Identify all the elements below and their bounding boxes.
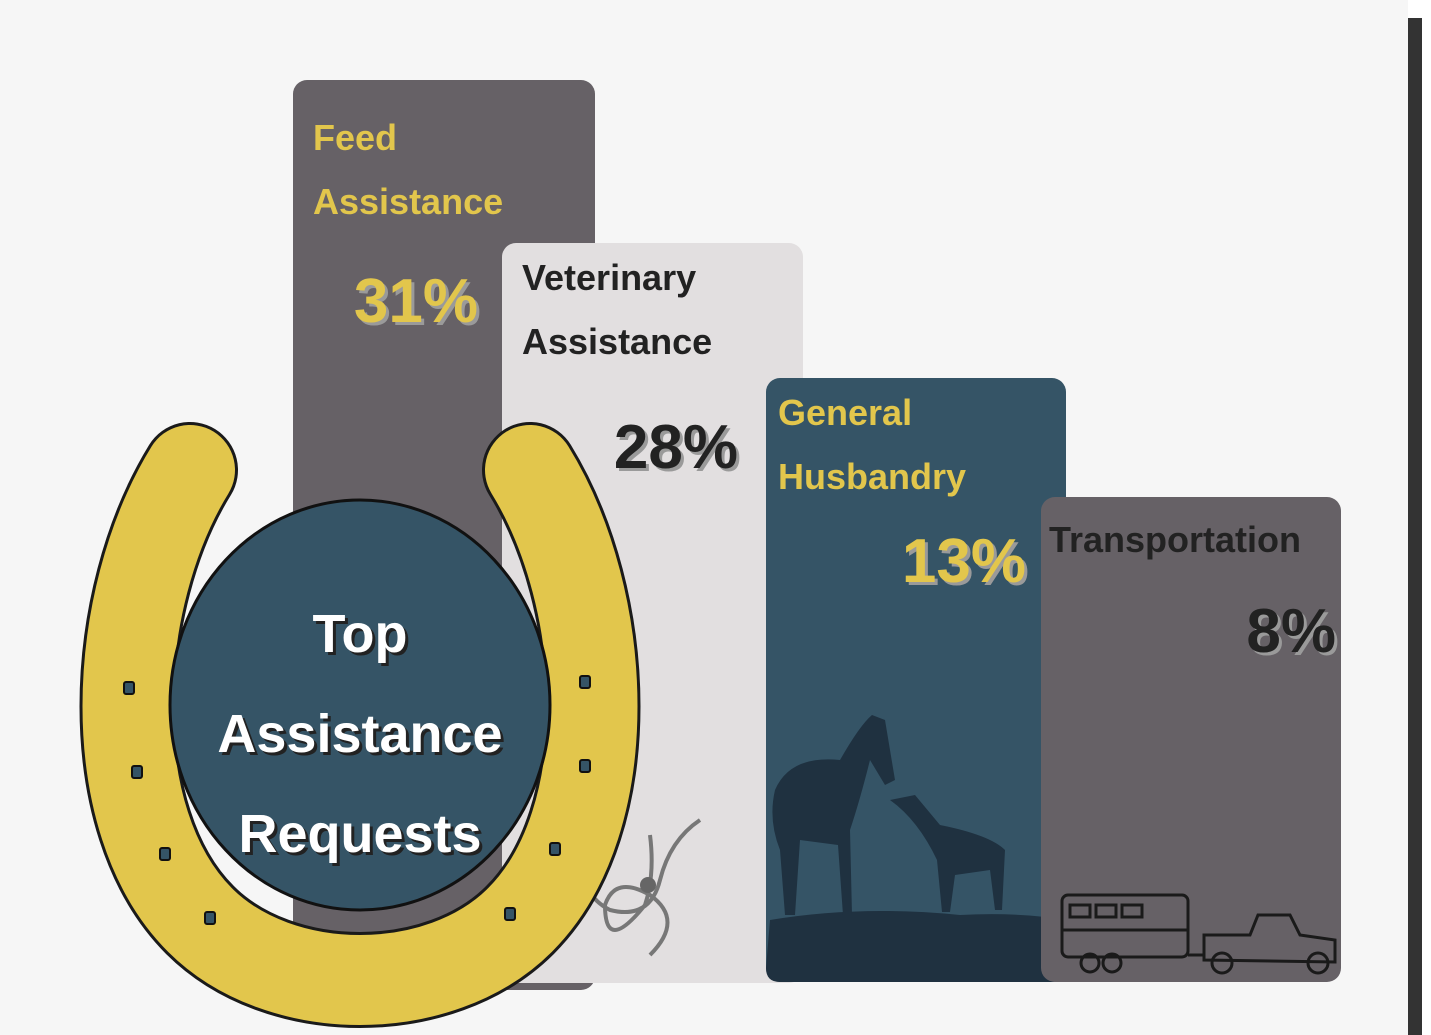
item-value: 8%	[1246, 597, 1336, 666]
nail-holes	[123, 675, 591, 925]
horse-silhouette	[772, 715, 895, 915]
item-value: 28%	[614, 413, 738, 482]
item-value: 31%	[354, 267, 478, 336]
item-label: Assistance	[313, 181, 503, 222]
stethoscope-head	[640, 877, 656, 893]
title-line: Assistance	[217, 704, 502, 764]
title-circle	[168, 498, 552, 912]
item-label: Veterinary	[522, 257, 696, 298]
card-shadow	[1404, 18, 1422, 1035]
item-label: General	[778, 392, 912, 433]
ground	[766, 911, 1066, 982]
horseshoe	[82, 425, 638, 1025]
item-label: Husbandry	[778, 456, 966, 497]
title-line: Top	[313, 604, 408, 664]
trailer-icon	[1060, 893, 1337, 975]
items: Feed Assistance 31% Veterinary Assistance 28%…	[313, 117, 1336, 666]
title-line: Requests	[238, 804, 481, 864]
item-label: Assistance	[522, 321, 712, 362]
item-value: 13%	[902, 527, 1026, 596]
item-label: Transportation	[1049, 519, 1301, 560]
foal-silhouette	[890, 795, 1005, 912]
title: Top Assistance Requests	[217, 604, 502, 864]
bar-transport	[1041, 497, 1341, 982]
item-label: Feed	[313, 117, 397, 158]
